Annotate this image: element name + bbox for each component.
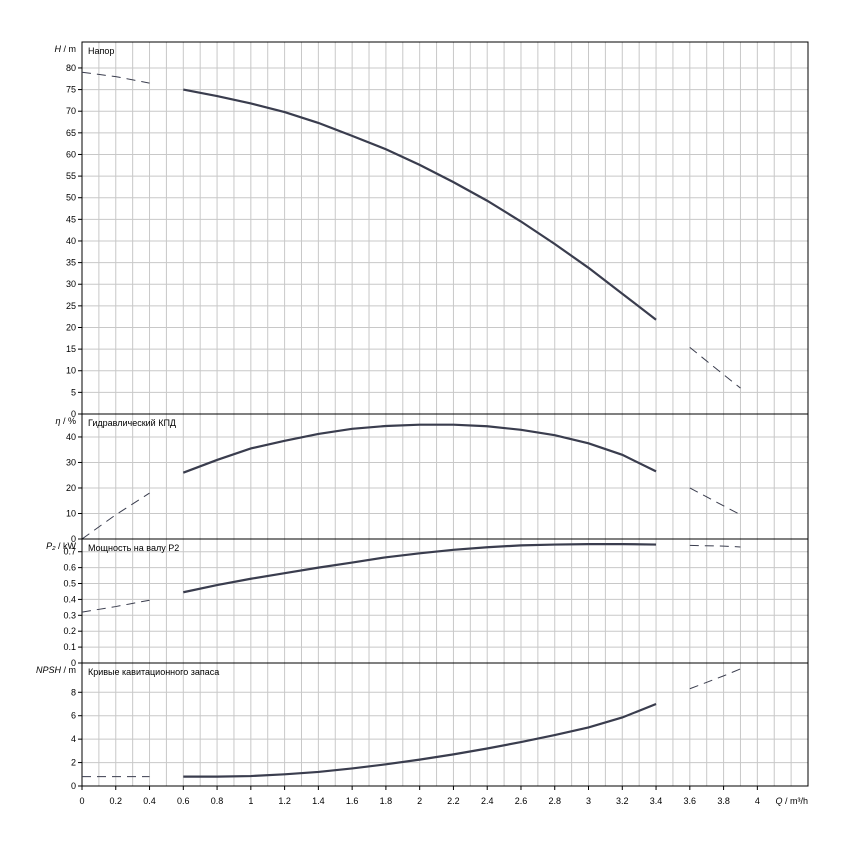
x-tick-label: 2.2 <box>447 796 460 806</box>
x-tick-label: 0.6 <box>177 796 190 806</box>
head-y-tick-label: 35 <box>66 258 76 268</box>
efficiency-panel-title: Гидравлический КПД <box>88 418 176 428</box>
power-y-tick-label: 0.3 <box>63 610 76 620</box>
head-curve <box>183 88 657 321</box>
npsh-panel-title: Кривые кавитационного запаса <box>88 667 219 677</box>
efficiency-y-tick-label: 20 <box>66 483 76 493</box>
x-axis-label: Q / m³/h <box>775 796 808 806</box>
head-y-tick-label: 5 <box>71 387 76 397</box>
npsh-curve <box>183 702 657 778</box>
efficiency-y-tick-label: 40 <box>66 432 76 442</box>
head-panel-title: Напор <box>88 46 114 56</box>
x-tick-label: 0.2 <box>110 796 123 806</box>
efficiency-curve-extrapolated-low <box>81 492 150 540</box>
efficiency-y-tick-label: 30 <box>66 457 76 467</box>
power-curve <box>183 542 657 594</box>
power-y-tick-label: 0.5 <box>63 579 76 589</box>
head-curve-extrapolated-high <box>689 347 741 389</box>
head-y-tick-label: 50 <box>66 193 76 203</box>
x-tick-label: 0.4 <box>143 796 156 806</box>
efficiency-panel-frame <box>81 413 809 540</box>
npsh-y-tick-label: 8 <box>71 687 76 697</box>
power-y-tick-label: 0.6 <box>63 563 76 573</box>
x-tick-label: 3.2 <box>616 796 629 806</box>
head-y-tick-label: 75 <box>66 85 76 95</box>
head-y-tick-label: 30 <box>66 279 76 289</box>
power-y-tick-label: 0.7 <box>63 547 76 557</box>
npsh-y-axis-label: NPSH / m <box>36 665 76 675</box>
x-tick-label: 2.8 <box>548 796 561 806</box>
npsh-y-tick-label: 2 <box>71 758 76 768</box>
x-tick-label: 1.8 <box>380 796 393 806</box>
x-tick-label: 1.4 <box>312 796 325 806</box>
power-y-tick-label: 0.4 <box>63 594 76 604</box>
efficiency-curve-extrapolated-high <box>689 487 741 516</box>
power-panel-title: Мощность на валу P2 <box>88 543 179 553</box>
x-tick-label: 3.6 <box>684 796 697 806</box>
efficiency-y-axis-label: η / % <box>55 416 76 426</box>
power-y-tick-label: 0.2 <box>63 626 76 636</box>
efficiency-y-tick-label: 10 <box>66 508 76 518</box>
head-y-tick-label: 60 <box>66 149 76 159</box>
head-y-tick-label: 25 <box>66 301 76 311</box>
head-panel-frame <box>81 41 809 415</box>
npsh-y-tick-label: 0 <box>71 781 76 791</box>
x-tick-label: 3.8 <box>717 796 730 806</box>
x-tick-label: 2.4 <box>481 796 494 806</box>
power-curve-extrapolated-low <box>81 599 150 613</box>
efficiency-y-tick-label: 0 <box>71 534 76 544</box>
head-y-tick-label: 45 <box>66 214 76 224</box>
x-tick-label: 2 <box>417 796 422 806</box>
npsh-curve-extrapolated-high <box>689 668 741 690</box>
head-y-axis-label: H / m <box>55 44 77 54</box>
npsh-panel-frame <box>81 662 809 787</box>
head-y-tick-label: 0 <box>71 409 76 419</box>
head-y-tick-label: 80 <box>66 63 76 73</box>
npsh-y-tick-label: 4 <box>71 734 76 744</box>
power-curve-extrapolated-high <box>689 544 741 548</box>
power-y-tick-label: 0 <box>71 658 76 668</box>
head-y-tick-label: 20 <box>66 322 76 332</box>
x-tick-label: 0.8 <box>211 796 224 806</box>
x-tick-label: 1.6 <box>346 796 359 806</box>
efficiency-curve <box>182 423 657 474</box>
head-y-tick-label: 10 <box>66 366 76 376</box>
power-y-tick-label: 0.1 <box>63 642 76 652</box>
head-y-tick-label: 40 <box>66 236 76 246</box>
x-tick-label: 3.4 <box>650 796 663 806</box>
x-tick-label: 2.6 <box>515 796 528 806</box>
head-y-tick-label: 70 <box>66 106 76 116</box>
head-y-tick-label: 55 <box>66 171 76 181</box>
x-tick-label: 0 <box>79 796 84 806</box>
x-tick-label: 1 <box>248 796 253 806</box>
power-panel-frame <box>81 538 809 664</box>
head-y-tick-label: 65 <box>66 128 76 138</box>
head-y-tick-label: 15 <box>66 344 76 354</box>
x-tick-label: 3 <box>586 796 591 806</box>
npsh-y-tick-label: 6 <box>71 711 76 721</box>
x-tick-label: 1.2 <box>278 796 291 806</box>
x-tick-label: 4 <box>755 796 760 806</box>
power-y-axis-label: P₂ / kW <box>46 541 76 551</box>
head-curve-extrapolated-low <box>81 71 150 84</box>
